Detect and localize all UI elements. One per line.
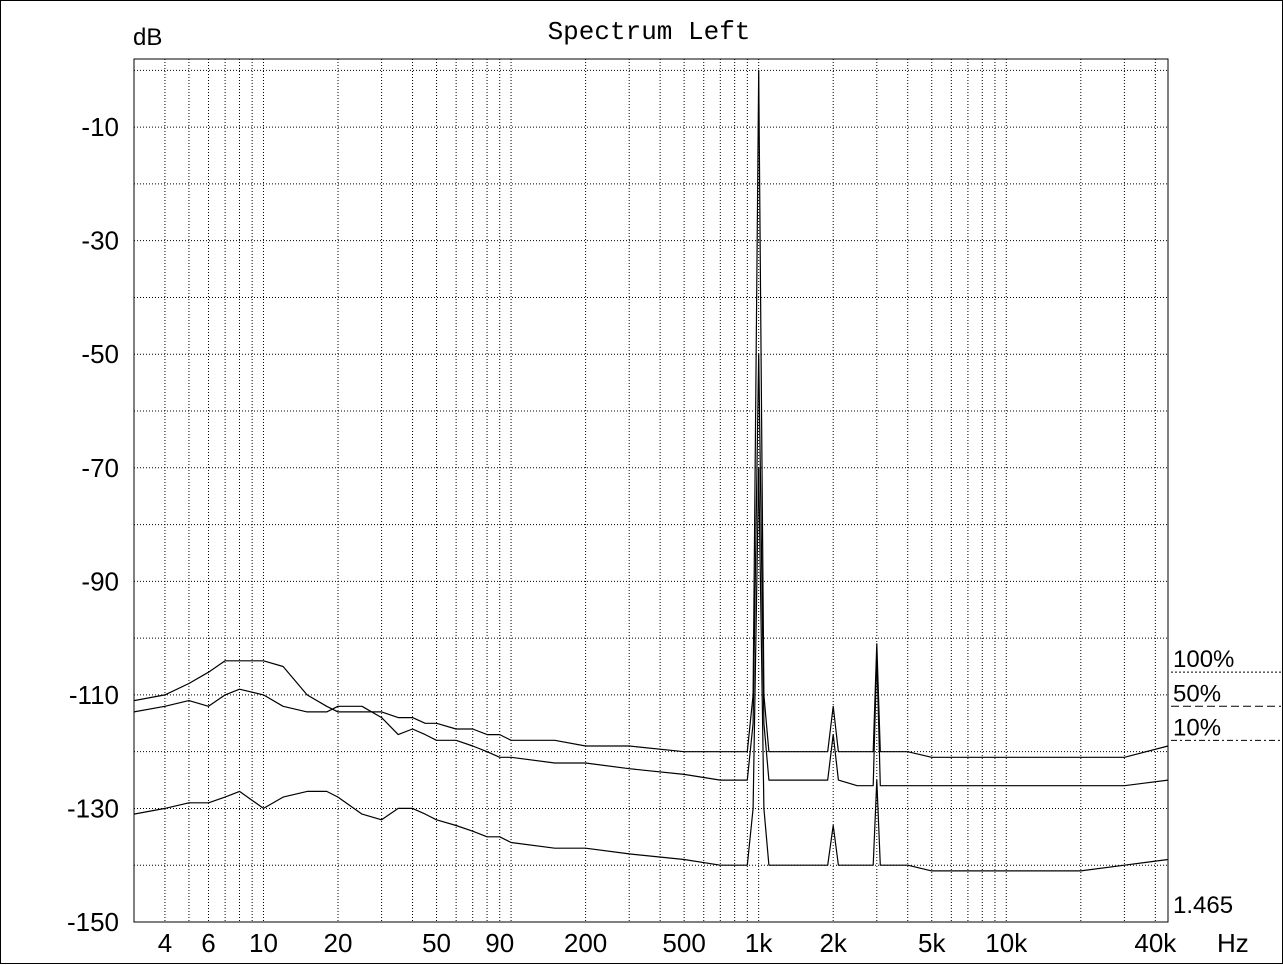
x-tick-label: 10 [249, 928, 278, 958]
legend-label: 10% [1173, 714, 1221, 741]
y-axis-label: dB [133, 24, 162, 51]
legend-label: 50% [1173, 680, 1221, 707]
x-tick-label: 50 [422, 928, 451, 958]
spectrum-trace-3 [133, 467, 1169, 872]
y-tick-label: -110 [69, 680, 119, 710]
x-tick-label: 2k [819, 928, 847, 958]
x-tick-label: 10k [985, 928, 1028, 958]
y-tick-label: -70 [81, 453, 119, 483]
readout-value: 1.465 [1173, 892, 1233, 919]
spectrum-trace-1 [133, 69, 1169, 758]
grid-lines [133, 59, 1168, 923]
y-tick-labels: -10 -30 -50 -70 -90 -110 -130 -150 [67, 112, 119, 937]
x-tick-label: 90 [485, 928, 514, 958]
x-tick-labels: 4 6 10 20 50 90 200 500 1k 2k 5k 10k 40k [158, 928, 1178, 958]
x-tick-label: 40k [1134, 928, 1177, 958]
legend-label: 100% [1173, 646, 1234, 673]
plot-border [133, 58, 1169, 923]
legend: 100% 50% 10% [1171, 646, 1281, 741]
x-axis-label: Hz [1217, 928, 1249, 958]
chart-title: Spectrum Left [548, 17, 751, 47]
y-tick-label: -50 [81, 339, 119, 369]
y-tick-label: -10 [81, 112, 119, 142]
x-tick-label: 500 [662, 928, 705, 958]
x-tick-label: 5k [918, 928, 946, 958]
x-tick-label: 4 [158, 928, 172, 958]
x-tick-label: 20 [324, 928, 353, 958]
y-tick-label: -130 [67, 793, 119, 823]
y-tick-label: -150 [67, 907, 119, 937]
x-tick-label: 200 [564, 928, 607, 958]
x-tick-label: 6 [201, 928, 215, 958]
x-tick-label: 1k [745, 928, 773, 958]
spectrum-trace-2 [133, 353, 1169, 787]
y-tick-label: -30 [81, 226, 119, 256]
traces [133, 69, 1169, 872]
y-tick-label: -90 [81, 566, 119, 596]
